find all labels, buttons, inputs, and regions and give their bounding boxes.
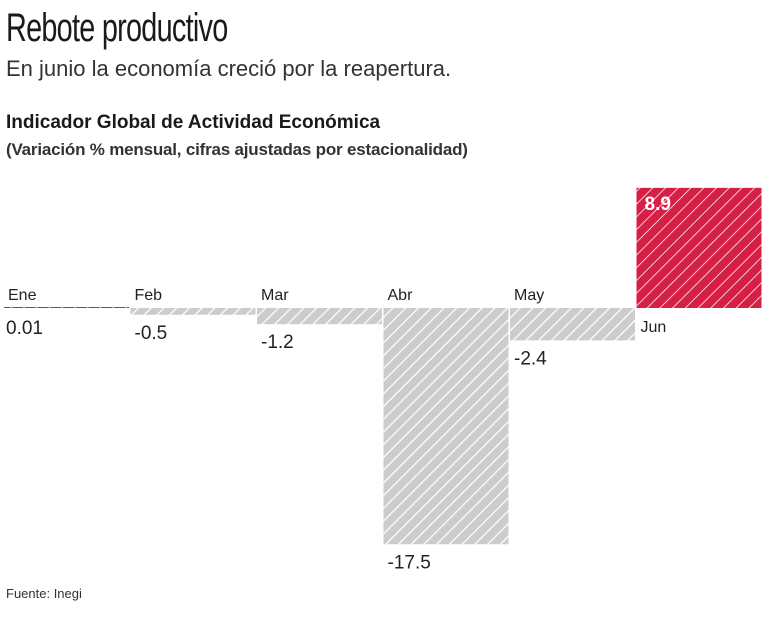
- bar-may: [510, 308, 635, 341]
- category-label: Jun: [641, 319, 667, 336]
- category-label: Abr: [388, 287, 414, 304]
- chart-title: Indicador Global de Actividad Económica: [6, 112, 381, 133]
- headline: Rebote productivo: [6, 6, 228, 50]
- bar-mar: [257, 308, 382, 325]
- source-note: Fuente: Inegi: [6, 586, 82, 601]
- bar-ene: [4, 307, 129, 308]
- value-label: 8.9: [645, 194, 671, 215]
- category-label: Ene: [8, 287, 37, 304]
- value-label: 0.01: [6, 318, 43, 339]
- subheadline: En junio la economía creció por la reape…: [6, 56, 452, 81]
- value-label: -2.4: [514, 348, 547, 369]
- bar-jun: [636, 187, 762, 308]
- value-label: -17.5: [388, 552, 431, 573]
- chart-subtitle: (Variación % mensual, cifras ajustadas p…: [6, 140, 468, 159]
- category-label: May: [514, 287, 544, 304]
- category-label: Mar: [261, 287, 289, 304]
- category-label: Feb: [135, 287, 163, 304]
- value-label: -0.5: [135, 323, 168, 344]
- bar-abr: [383, 308, 509, 545]
- bar-feb: [130, 308, 256, 315]
- value-label: -1.2: [261, 332, 294, 353]
